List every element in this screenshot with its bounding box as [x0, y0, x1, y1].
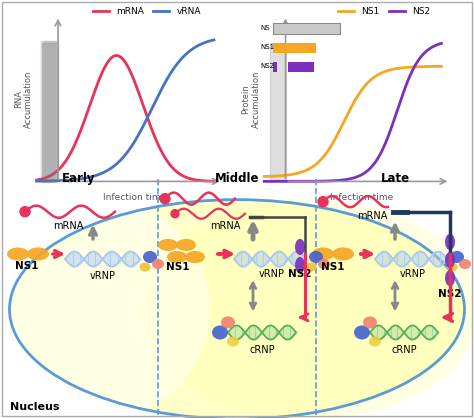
Ellipse shape [445, 234, 455, 250]
Ellipse shape [140, 200, 474, 418]
Line: NS1: NS1 [264, 66, 441, 176]
NS2 [422, 50, 428, 55]
Ellipse shape [212, 326, 228, 339]
Text: vRNP: vRNP [259, 269, 285, 279]
Text: mRNA: mRNA [357, 211, 387, 221]
Ellipse shape [445, 270, 455, 286]
vRNA [35, 178, 40, 184]
Ellipse shape [369, 336, 381, 347]
vRNA [139, 127, 145, 132]
Text: Early: Early [62, 171, 96, 184]
NS2 [411, 66, 417, 71]
Ellipse shape [309, 251, 323, 263]
Ellipse shape [9, 200, 465, 418]
Text: NS1: NS1 [321, 262, 345, 272]
Ellipse shape [176, 239, 196, 251]
Ellipse shape [158, 239, 178, 251]
Legend: mRNA, vRNA: mRNA, vRNA [89, 3, 205, 19]
Text: NS1: NS1 [15, 261, 39, 271]
Text: Infection time: Infection time [330, 193, 393, 202]
vRNA [34, 178, 39, 184]
Ellipse shape [227, 336, 239, 347]
Text: Late: Late [381, 171, 410, 184]
NS2 [367, 166, 373, 171]
Text: cRNP: cRNP [249, 344, 275, 354]
mRNA [195, 178, 201, 183]
Text: cRNP: cRNP [391, 344, 417, 354]
Circle shape [171, 210, 179, 218]
NS2 [262, 179, 268, 184]
Ellipse shape [0, 200, 210, 418]
Polygon shape [270, 43, 285, 181]
NS2 [261, 179, 267, 184]
Circle shape [20, 206, 30, 217]
Text: NS2: NS2 [438, 289, 462, 299]
Polygon shape [42, 43, 58, 181]
Line: vRNA: vRNA [36, 40, 214, 181]
Line: NS2: NS2 [264, 43, 441, 181]
mRNA [139, 100, 145, 105]
NS2 [438, 41, 444, 46]
Ellipse shape [143, 251, 157, 263]
NS1 [411, 64, 417, 69]
Ellipse shape [167, 251, 187, 263]
Text: vRNP: vRNP [400, 269, 426, 279]
vRNA [194, 43, 200, 48]
mRNA [184, 175, 190, 180]
Ellipse shape [295, 257, 305, 273]
NS1 [366, 79, 372, 84]
Circle shape [318, 196, 328, 206]
vRNA [139, 125, 145, 130]
Text: Protein
Accumulation: Protein Accumulation [242, 71, 261, 128]
Ellipse shape [306, 263, 317, 272]
Ellipse shape [447, 263, 457, 272]
Ellipse shape [221, 316, 235, 329]
mRNA [34, 178, 39, 183]
Text: Nucleus: Nucleus [10, 402, 60, 412]
Ellipse shape [185, 251, 205, 263]
NS1 [438, 64, 444, 69]
vRNA [211, 37, 217, 42]
Ellipse shape [295, 239, 305, 255]
Ellipse shape [363, 316, 377, 329]
Ellipse shape [7, 247, 29, 260]
Text: NS2: NS2 [288, 269, 312, 279]
NS1 [367, 78, 373, 83]
Ellipse shape [27, 247, 49, 260]
Ellipse shape [318, 259, 330, 269]
NS1 [261, 174, 267, 179]
NS1 [370, 76, 375, 81]
Text: Middle: Middle [215, 171, 259, 184]
mRNA [140, 102, 146, 107]
Text: vRNP: vRNP [90, 271, 116, 281]
NS2 [370, 163, 375, 168]
vRNA [142, 120, 148, 125]
Text: mRNA: mRNA [53, 221, 83, 231]
Ellipse shape [332, 247, 354, 260]
Ellipse shape [152, 259, 164, 269]
Legend: NS1, NS2: NS1, NS2 [334, 3, 434, 19]
Circle shape [160, 194, 170, 204]
Ellipse shape [445, 252, 455, 268]
NS1 [422, 64, 428, 69]
Ellipse shape [139, 263, 151, 272]
Ellipse shape [459, 259, 471, 269]
mRNA [35, 177, 40, 182]
Line: mRNA: mRNA [36, 56, 214, 181]
Ellipse shape [312, 247, 334, 260]
Text: NS1: NS1 [166, 262, 190, 272]
Text: mRNA: mRNA [210, 221, 240, 231]
NS1 [262, 174, 268, 179]
Ellipse shape [354, 326, 370, 339]
mRNA [143, 110, 149, 115]
Ellipse shape [450, 251, 464, 263]
vRNA [183, 51, 189, 56]
NS2 [366, 167, 372, 172]
mRNA [114, 53, 119, 58]
Text: RNA
Accumulation: RNA Accumulation [14, 71, 33, 128]
mRNA [211, 179, 217, 184]
Text: Infection time: Infection time [102, 193, 166, 202]
